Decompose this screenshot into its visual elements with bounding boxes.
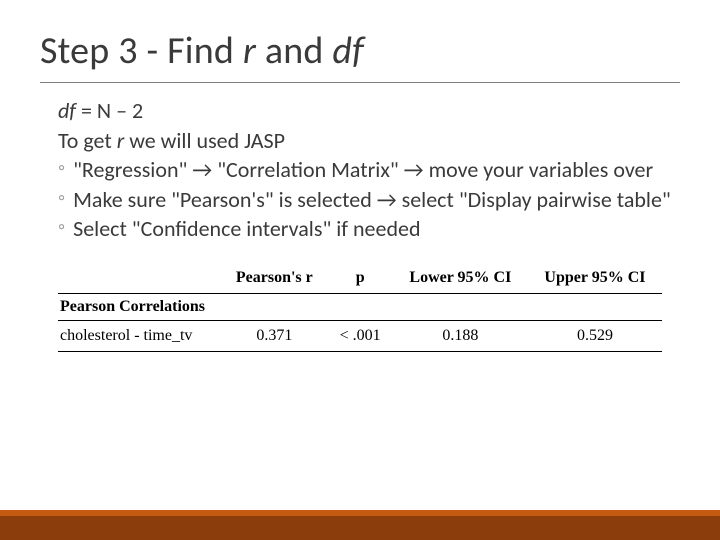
bullet-text: Make sure "Pearson's" is selected → sele…: [73, 186, 680, 214]
bullet-item: ◦ Select "Confidence intervals" if neede…: [58, 215, 680, 243]
line-df-formula: df = N – 2: [58, 97, 680, 125]
df-formula-rest: = N – 2: [76, 97, 143, 124]
col-p: p: [328, 263, 393, 294]
col-lower-ci: Lower 95% CI: [393, 263, 528, 294]
title-df: df: [332, 28, 364, 74]
col-upper-ci: Upper 95% CI: [528, 263, 662, 294]
correlation-table: Pearson Correlations Pearson's r p Lower…: [58, 263, 662, 352]
table-header-spacer: [58, 263, 221, 294]
title-mid: and: [256, 28, 332, 74]
bullet-text: Select "Confidence intervals" if needed: [73, 215, 680, 243]
title-prefix: Step 3 - Find: [40, 28, 243, 74]
cell-r: 0.371: [221, 320, 327, 351]
cell-upper: 0.529: [528, 320, 662, 351]
cell-p: < .001: [328, 320, 393, 351]
line-to-get-r: To get r we will used JASP: [58, 127, 680, 155]
bullet-marker: ◦: [58, 156, 65, 184]
table-header-row: Pearson's r p Lower 95% CI Upper 95% CI: [58, 263, 662, 294]
slide: Step 3 - Find r and df df = N – 2 To get…: [0, 0, 720, 540]
df-symbol: df: [58, 97, 76, 124]
slide-title: Step 3 - Find r and df: [40, 28, 680, 83]
correlation-table-wrap: Pearson Correlations Pearson's r p Lower…: [40, 263, 680, 352]
table-caption: Pearson Correlations: [58, 293, 662, 320]
table-row: cholesterol - time_tv 0.371 < .001 0.188…: [58, 320, 662, 351]
bullet-item: ◦ Make sure "Pearson's" is selected → se…: [58, 186, 680, 214]
title-r: r: [243, 28, 256, 74]
toget-pre: To get: [58, 127, 117, 154]
footer-accent-bottom: [0, 516, 720, 540]
bullet-text: "Regression" → "Correlation Matrix" → mo…: [73, 156, 680, 184]
bullet-marker: ◦: [58, 215, 65, 243]
cell-lower: 0.188: [393, 320, 528, 351]
col-pearsons-r: Pearson's r: [221, 263, 327, 294]
row-label: cholesterol - time_tv: [58, 320, 221, 351]
bullet-marker: ◦: [58, 186, 65, 214]
content-block: df = N – 2 To get r we will used JASP ◦ …: [40, 97, 680, 243]
toget-post: we will used JASP: [124, 127, 285, 154]
table-title-row: Pearson Correlations: [58, 293, 662, 320]
bullet-item: ◦ "Regression" → "Correlation Matrix" → …: [58, 156, 680, 184]
footer-bar: [0, 510, 720, 540]
